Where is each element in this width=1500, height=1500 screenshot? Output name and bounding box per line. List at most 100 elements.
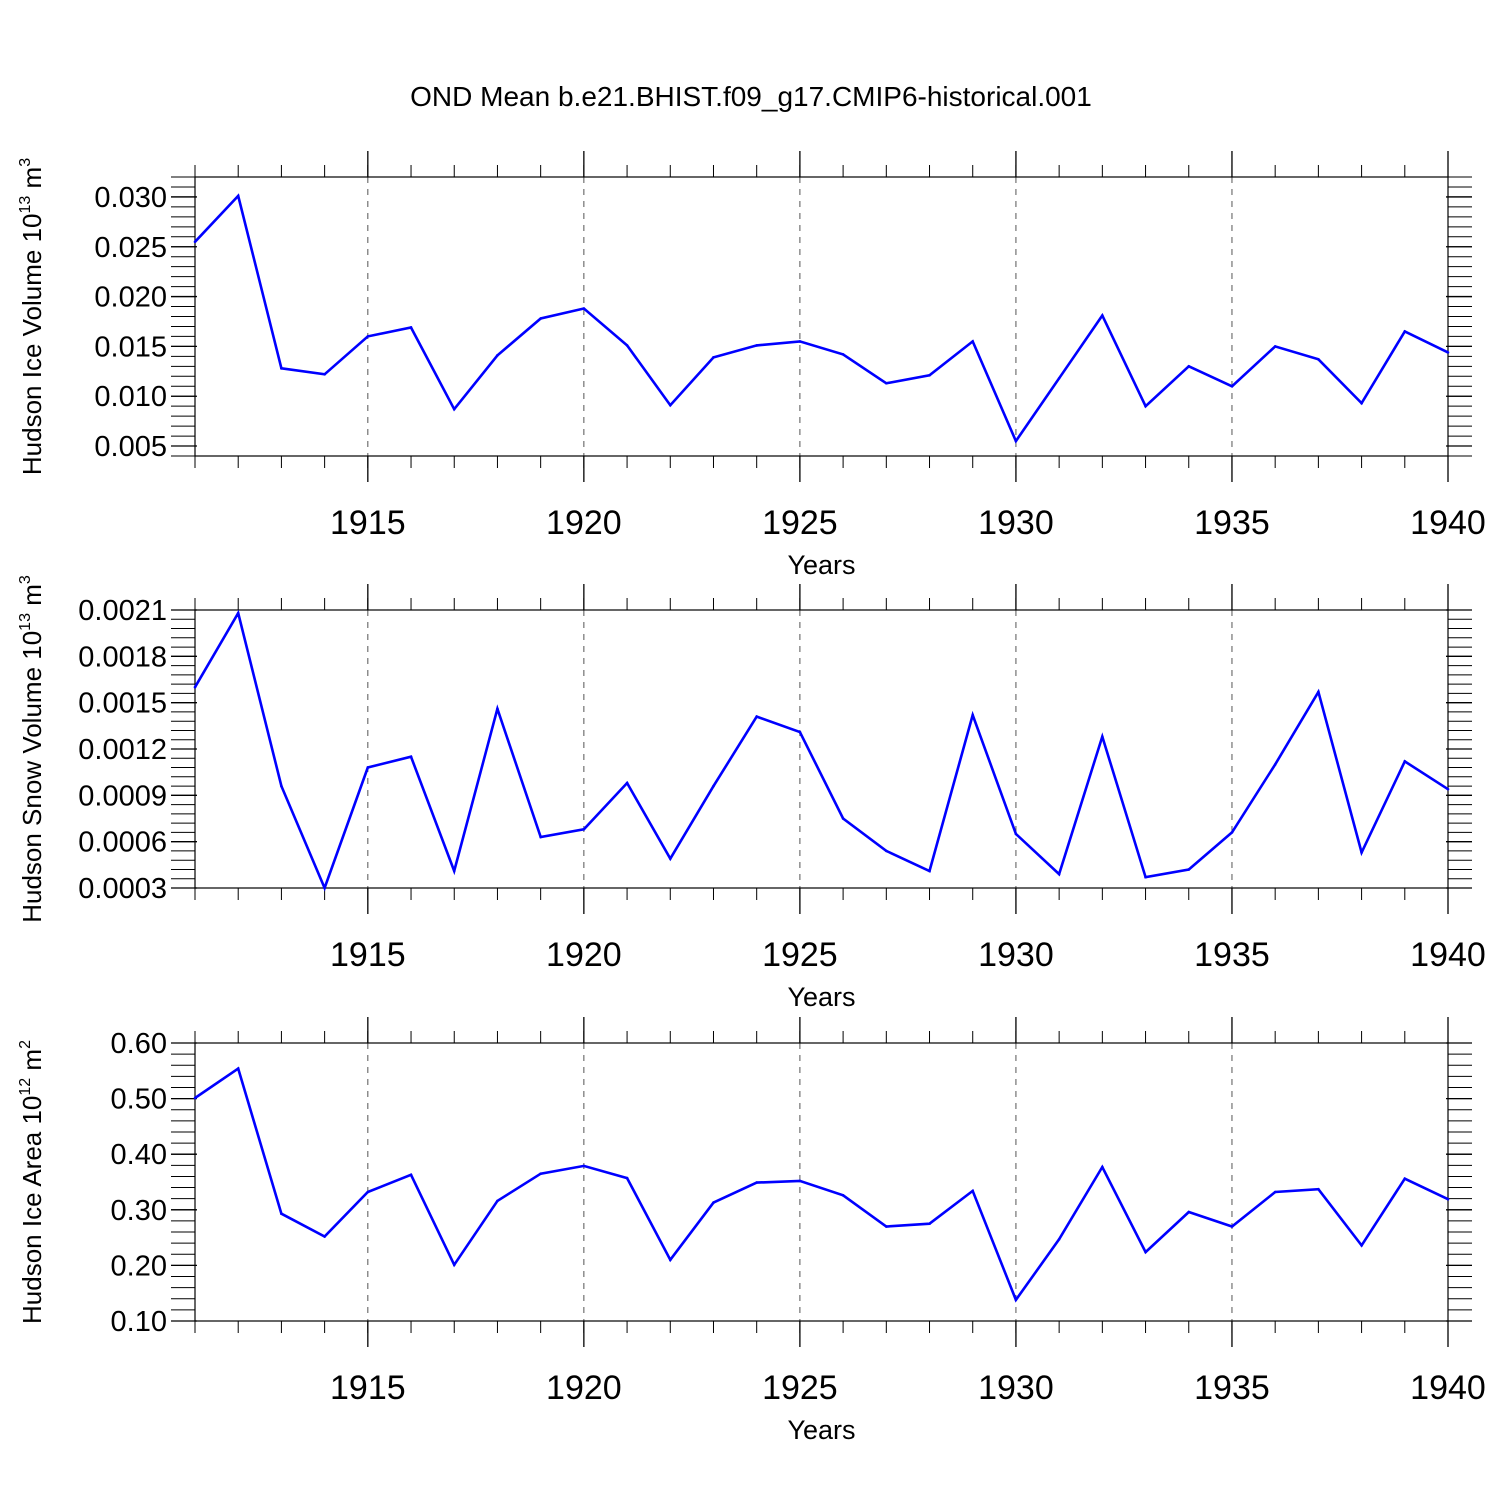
y-axis-label-superscript: 13 [17, 613, 34, 631]
data-point [841, 353, 845, 356]
y-tick-label: 0.020 [94, 282, 167, 314]
x-tick-label: 1925 [762, 936, 838, 974]
data-point [1144, 875, 1147, 879]
data-point [366, 335, 370, 338]
x-tick-label: 1915 [330, 504, 406, 542]
data-point [1446, 1197, 1450, 1201]
data-point [1230, 384, 1234, 388]
y-tick-label: 0.0018 [78, 641, 167, 673]
data-point [668, 857, 672, 860]
data-point [1360, 401, 1363, 405]
x-tick-label: 1925 [762, 1369, 838, 1407]
data-point [1446, 787, 1450, 791]
y-axis-label: Hudson Ice Volume 1013 m3 [17, 158, 47, 475]
data-point [1014, 1298, 1018, 1302]
y-axis-label-text: m [17, 167, 47, 196]
data-point [755, 715, 758, 718]
y-tick-label: 0.40 [111, 1139, 167, 1171]
data-point [1360, 851, 1363, 854]
data-point [323, 1235, 326, 1238]
panel-2: 0.0003 0.0006 0.0009 0.0012 0.0015 0.0018 0.00… [17, 575, 1486, 1012]
x-axis-label: Years [787, 982, 855, 1012]
y-tick-label: 0.30 [111, 1195, 167, 1227]
y-axis-label-text: Hudson Ice Area 10 [17, 1096, 47, 1324]
x-tick-label: 1940 [1410, 936, 1486, 974]
data-point [668, 1258, 672, 1262]
y-tick-label: 0.20 [111, 1250, 167, 1282]
x-tick-label: 1940 [1410, 1369, 1486, 1407]
data-point [885, 1225, 888, 1228]
panel-3: 0.10 0.20 0.30 0.40 0.50 0.60 1915 1920 1925 1930… [17, 1017, 1486, 1445]
data-point [1403, 1177, 1407, 1180]
data-point [496, 707, 499, 711]
data-point [1187, 1210, 1191, 1214]
data-point [971, 1189, 975, 1193]
y-tick-label: 0.030 [94, 182, 167, 214]
data-point [496, 1199, 499, 1203]
x-tick-label: 1935 [1194, 504, 1270, 542]
data-point [582, 1164, 586, 1168]
data-point [712, 784, 715, 788]
y-axis-label-text: Hudson Ice Volume 10 [17, 213, 47, 475]
data-point [1101, 735, 1104, 738]
y-axis-label-superscript: 2 [17, 1040, 34, 1049]
data-point [1144, 1250, 1147, 1254]
data-point [409, 755, 413, 759]
x-tick-label: 1915 [330, 1369, 406, 1407]
y-tick-label: 0.0021 [78, 595, 167, 627]
x-tick-label: 1930 [978, 936, 1054, 974]
data-point [1273, 1190, 1277, 1194]
data-point [452, 407, 456, 411]
data-point [885, 381, 888, 385]
data-point [236, 194, 240, 198]
y-tick-label: 0.0015 [78, 688, 167, 720]
data-point [841, 1194, 845, 1197]
x-tick-label: 1920 [546, 1369, 622, 1407]
data-point [280, 367, 283, 370]
data-point [755, 1181, 758, 1184]
data-point [539, 1172, 542, 1175]
y-axis-label-superscript: 3 [17, 575, 34, 584]
data-point [366, 766, 370, 769]
data-point [1014, 439, 1018, 443]
data-point [1273, 763, 1277, 766]
data-point [323, 886, 326, 890]
data-point [841, 817, 845, 820]
x-tick-label: 1935 [1194, 1369, 1270, 1407]
y-tick-label: 0.0003 [78, 873, 167, 905]
data-point [236, 1067, 240, 1070]
y-axis-label: Hudson Ice Area 1012 m2 [17, 1040, 47, 1324]
data-point [280, 1212, 283, 1215]
data-point [1360, 1244, 1363, 1247]
x-axis-label: Years [787, 1415, 855, 1445]
data-point [1187, 365, 1191, 368]
data-point [1144, 404, 1147, 408]
x-tick-label: 1920 [546, 504, 622, 542]
data-point [1317, 1187, 1320, 1191]
data-point [409, 326, 413, 329]
data-point [885, 849, 888, 853]
data-point [452, 869, 456, 873]
data-point [1230, 831, 1234, 834]
y-axis-label-text: m [17, 584, 47, 613]
data-point [366, 1190, 370, 1194]
data-point [280, 784, 283, 788]
y-axis-label-superscript: 13 [17, 196, 34, 214]
data-point [1057, 376, 1061, 380]
data-point [928, 1222, 931, 1225]
x-tick-label: 1915 [330, 936, 406, 974]
data-point [1057, 1237, 1061, 1241]
y-tick-label: 0.0012 [78, 734, 167, 766]
data-point [1101, 1165, 1104, 1169]
data-point [409, 1173, 413, 1177]
plot-frame [194, 176, 1449, 457]
y-axis-label-text: Hudson Snow Volume 10 [17, 631, 47, 923]
x-axis-label: Years [787, 550, 855, 580]
data-point [193, 685, 197, 689]
y-tick-label: 0.005 [94, 431, 167, 463]
data-point [1403, 330, 1407, 333]
data-point [582, 828, 586, 831]
data-point [928, 373, 931, 377]
plot-frame [194, 609, 1449, 889]
data-point [1101, 314, 1104, 317]
